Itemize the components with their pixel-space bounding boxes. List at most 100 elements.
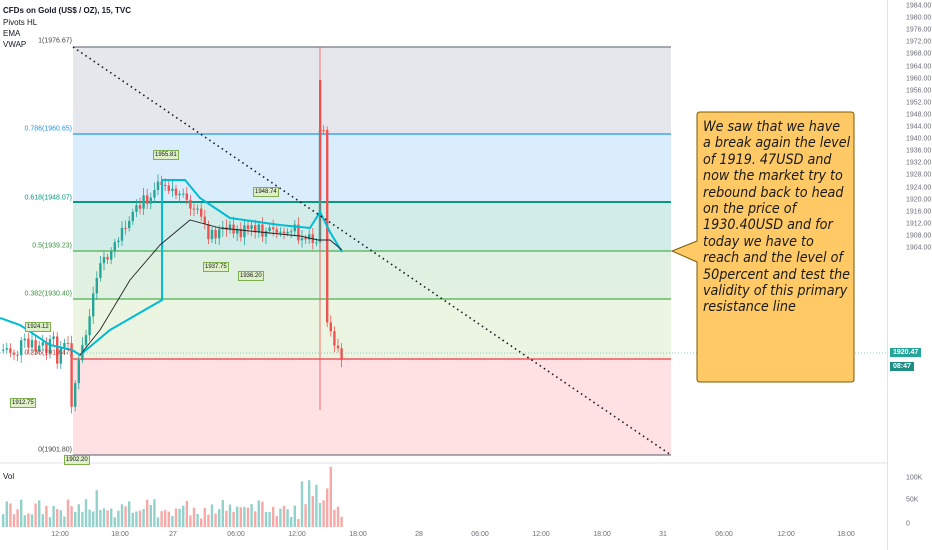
volume-bar [300, 481, 304, 527]
volume-bar [192, 507, 196, 527]
pivot-low-label: 1902.20 [64, 455, 90, 465]
time-tick-label: 06:00 [715, 531, 733, 538]
volume-bar [250, 504, 253, 527]
symbol-title[interactable]: CFDs on Gold (US$ / OZ), 15, TVC [3, 6, 132, 15]
volume-bar [293, 505, 296, 527]
fib-retracement-zones[interactable] [73, 47, 671, 455]
volume-bar [34, 503, 37, 527]
time-tick-label: 12:00 [51, 531, 69, 538]
volume-bar [308, 480, 311, 527]
candle-body [135, 205, 138, 212]
volume-bar [156, 517, 160, 527]
fib-lines [73, 46, 671, 456]
fib-label-0618: 0.618(1948.07) [24, 194, 72, 202]
fib-label-1: 1(1976.67) [38, 37, 72, 45]
volume-bar [142, 509, 145, 527]
fib-zone-0236-0 [73, 359, 671, 455]
candle-body [38, 345, 41, 352]
time-tick-label: 18:00 [837, 531, 855, 538]
candle-body [52, 336, 55, 340]
volume-bar [20, 499, 23, 527]
volume-bar [164, 510, 167, 527]
candle-body [336, 345, 340, 349]
candle-body [239, 228, 242, 238]
volume-bar [41, 514, 44, 527]
volume-bar [282, 505, 286, 527]
candle-body [297, 224, 300, 241]
volume-bar [340, 516, 343, 527]
price-tick-label: 1936.00 [906, 147, 932, 155]
price-tick-label: 1952.00 [906, 99, 932, 107]
candle-body [171, 188, 174, 191]
candle-body [102, 256, 106, 264]
callout-bubble[interactable] [670, 111, 855, 383]
resistance-trendline[interactable] [72, 46, 672, 456]
candle-body [124, 227, 127, 229]
candle-body [290, 231, 293, 233]
callout-text: We saw that we have a break again the le… [703, 119, 851, 316]
candle-body [275, 229, 278, 233]
candle-body [282, 231, 286, 234]
volume-bar [95, 490, 98, 527]
price-tick-label: 1956.00 [906, 87, 932, 95]
candle-body [84, 335, 88, 345]
volume-tick-label: 0 [906, 520, 910, 528]
time-tick-label: 12:00 [288, 531, 306, 538]
volume-bar [160, 511, 163, 527]
volume-bar [138, 510, 142, 527]
volume-bar [203, 507, 206, 527]
price-tick-label: 1960.00 [906, 75, 932, 83]
time-tick-label: 31 [659, 531, 667, 538]
volume-bar [336, 506, 340, 527]
indicator-vwap[interactable]: VWAP [3, 40, 27, 49]
price-tick-label: 1976.00 [906, 26, 932, 34]
candle-body [56, 336, 59, 364]
candle-body [308, 234, 311, 240]
volume-bar [304, 504, 307, 527]
price-tick-label: 1968.00 [906, 50, 932, 58]
volume-bar [63, 516, 66, 527]
volume-bar [236, 506, 239, 527]
candle-body [45, 342, 48, 354]
price-axis[interactable] [887, 0, 932, 550]
volume-bar [311, 495, 314, 527]
volume-bar [178, 508, 181, 527]
candle-body [261, 224, 264, 237]
candle-body [272, 227, 275, 230]
volume-bar [326, 488, 329, 527]
volume-bar [196, 513, 199, 527]
pivot-high-label: 1948.74 [253, 187, 279, 197]
candle-body [74, 383, 77, 407]
ema-line [79, 219, 343, 356]
price-tick-label: 1908.00 [906, 232, 932, 240]
time-tick-label: 06:00 [471, 531, 489, 538]
price-tick-label: 1920.00 [906, 196, 932, 204]
candle-body [333, 331, 336, 346]
indicator-ema[interactable]: EMA [3, 29, 21, 38]
volume-bar [243, 506, 246, 527]
volume-bar [16, 509, 19, 527]
candle-body [142, 195, 145, 209]
volume-bar [171, 515, 174, 527]
price-tick-label: 1972.00 [906, 38, 932, 46]
volume-bar [113, 517, 116, 527]
candle-body [120, 227, 124, 241]
candle-body [110, 251, 113, 260]
volume-bar [261, 501, 264, 527]
volume-bar [92, 511, 95, 527]
volume-bar [99, 509, 102, 527]
volume-bar [286, 509, 289, 527]
candle-body [218, 229, 221, 239]
candle-body [23, 338, 26, 341]
indicator-pivots-hl[interactable]: Pivots HL [3, 18, 38, 27]
candle-body [5, 348, 8, 350]
fib-label-0236: 0.236(1919.47) [24, 349, 72, 357]
volume-bar [221, 500, 224, 527]
candle-body [246, 225, 250, 230]
candle-body [2, 349, 5, 351]
volume-bar [5, 501, 8, 527]
candle-body [268, 227, 271, 231]
candle-body [185, 193, 188, 200]
time-tick-label: 12:00 [532, 531, 550, 538]
